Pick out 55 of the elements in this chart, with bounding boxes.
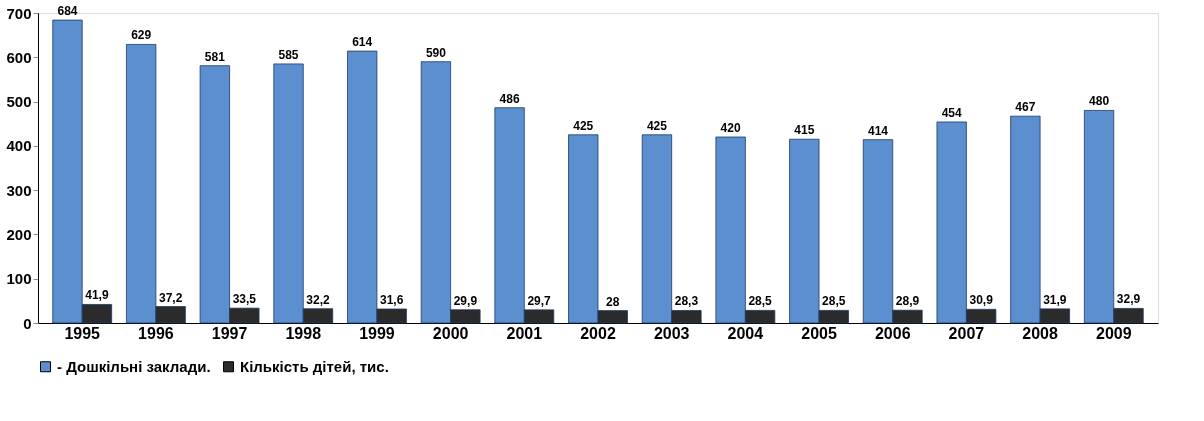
data-label: 28,5 — [822, 294, 846, 309]
x-tick-label: 2009 — [1095, 324, 1132, 342]
x-tick-label: 2001 — [506, 324, 543, 342]
data-label: 629 — [131, 28, 152, 43]
data-label: 32,9 — [1116, 292, 1141, 307]
x-tick-label: 2008 — [1022, 324, 1058, 342]
y-tick-label: 100 — [6, 270, 32, 288]
x-tick-label: 1999 — [359, 324, 395, 342]
data-label: 585 — [278, 47, 299, 62]
y-tick-label: 400 — [6, 137, 32, 155]
y-tick-label: 300 — [6, 181, 32, 199]
data-label: 425 — [573, 118, 594, 133]
data-label: 581 — [204, 49, 226, 64]
data-label: 28,5 — [748, 294, 773, 309]
y-tick-label: 0 — [23, 314, 32, 332]
data-label: 29,7 — [527, 293, 552, 308]
x-tick-label: 2004 — [727, 324, 764, 342]
x-tick-label: 1995 — [64, 324, 101, 342]
y-tick-label: 700 — [6, 4, 32, 22]
data-label: 28,3 — [674, 294, 699, 309]
data-label: 414 — [867, 123, 889, 138]
data-label: 31,6 — [380, 293, 404, 308]
y-tick-label: 200 — [6, 225, 32, 243]
x-tick-label: 2005 — [801, 324, 837, 342]
data-label: 28 — [606, 294, 620, 309]
data-label: 590 — [425, 45, 447, 60]
x-tick-label: 2002 — [580, 324, 616, 342]
y-tick-label: 600 — [6, 48, 32, 66]
data-label: 415 — [794, 123, 815, 138]
data-label: 480 — [1089, 94, 1110, 109]
data-label: 41,9 — [85, 288, 109, 303]
data-label: 614 — [352, 35, 373, 50]
data-label: 684 — [57, 4, 78, 19]
data-label: 29,9 — [453, 293, 478, 308]
data-label: 37,2 — [158, 290, 183, 305]
y-tick-label: 500 — [6, 93, 32, 111]
data-label: 32,2 — [306, 292, 330, 307]
data-label: 30,9 — [969, 293, 994, 308]
data-label: 33,5 — [232, 292, 257, 307]
x-tick-label: 1998 — [285, 324, 322, 342]
x-tick-label: 2007 — [948, 324, 985, 342]
x-tick-label: 2006 — [874, 324, 911, 342]
legend-label: - Дошкільні заклади. — [57, 357, 211, 375]
data-label: 31,9 — [1043, 292, 1067, 307]
data-label: 467 — [1015, 100, 1036, 115]
data-label: 28,9 — [895, 294, 920, 309]
x-tick-label: 2003 — [653, 324, 690, 342]
legend-label: Кількість дітей, тис. — [240, 357, 389, 375]
data-label: 454 — [941, 105, 963, 120]
data-label: 486 — [499, 91, 520, 106]
x-tick-label: 1997 — [211, 324, 248, 342]
x-tick-label: 1996 — [138, 324, 174, 342]
data-label: 425 — [646, 118, 668, 133]
x-tick-label: 2000 — [432, 324, 469, 342]
data-label: 420 — [720, 121, 741, 135]
